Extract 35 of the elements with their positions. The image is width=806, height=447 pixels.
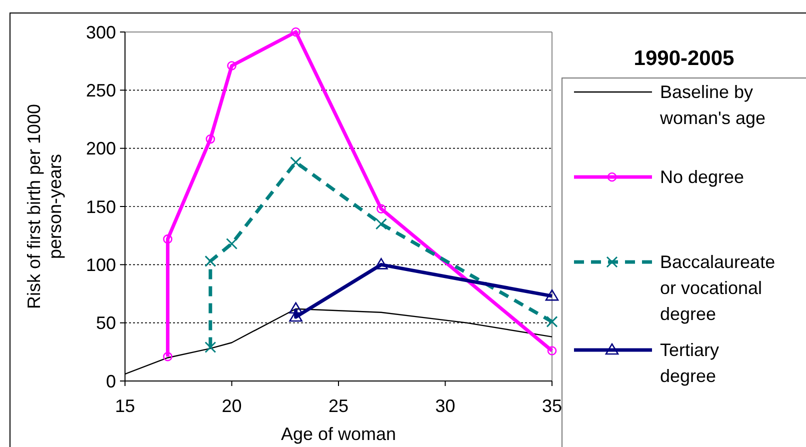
x-axis-title: Age of woman — [280, 424, 396, 444]
y-tick-label: 150 — [86, 196, 116, 217]
point — [375, 218, 387, 230]
legend-title: 1990-2005 — [634, 47, 735, 70]
y-tick-label: 250 — [86, 80, 116, 100]
legend-label: No degree — [660, 167, 744, 187]
y-tick-label: 50 — [96, 313, 116, 334]
point — [206, 134, 216, 144]
y-tick-label: 100 — [86, 254, 116, 275]
x-tick-label: 15 — [114, 396, 136, 416]
x-tick-label: 30 — [435, 396, 456, 416]
y-tick-label: 200 — [86, 138, 116, 159]
y-axis-title: Risk of first birth per 1000 person-years — [24, 104, 65, 310]
point — [545, 289, 559, 301]
legend-label: Baseline by woman's age — [659, 82, 766, 128]
point — [289, 302, 302, 314]
point — [376, 204, 386, 214]
legend-label: Baccalaureate or vocational degree — [660, 252, 776, 324]
point — [226, 238, 238, 250]
legend-label: Tertiary degree — [660, 340, 720, 386]
point — [547, 346, 557, 356]
x-tick-label: 20 — [222, 396, 242, 416]
x-tick-label: 25 — [328, 396, 349, 416]
point — [204, 342, 216, 354]
point — [291, 27, 300, 37]
y-tick-label: 300 — [86, 22, 116, 42]
x-tick-label: 35 — [542, 396, 562, 416]
point — [227, 61, 236, 70]
point — [163, 234, 172, 244]
point — [546, 316, 558, 328]
point — [163, 352, 172, 362]
point — [204, 255, 216, 267]
point — [290, 156, 302, 168]
point — [374, 258, 388, 270]
y-tick-label: 0 — [106, 371, 116, 392]
